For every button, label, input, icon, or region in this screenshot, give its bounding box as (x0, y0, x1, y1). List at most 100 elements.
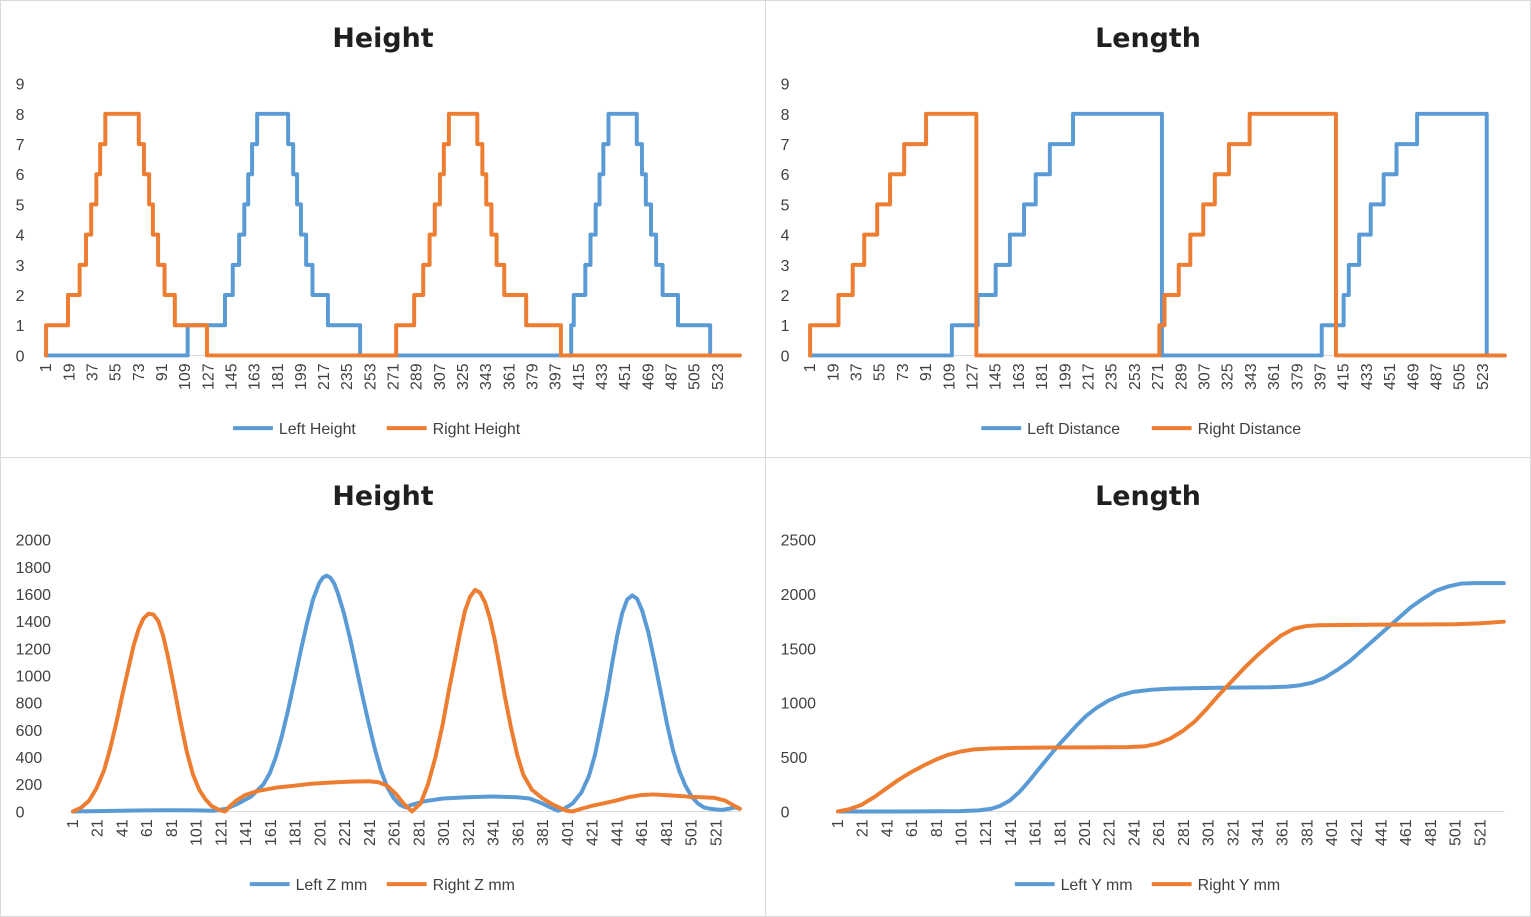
y-tick-label: 9 (781, 77, 790, 94)
legend-label: Left Y mm (1061, 877, 1133, 894)
x-tick-label: 441 (609, 819, 626, 846)
y-tick-label: 2000 (781, 587, 817, 604)
y-tick-label: 0 (781, 348, 790, 365)
x-tick-label: 199 (1057, 363, 1074, 390)
x-tick-label: 379 (525, 363, 542, 390)
y-tick-label: 2 (16, 288, 25, 305)
x-tick-label: 433 (594, 363, 611, 390)
x-tick-label: 343 (478, 363, 495, 390)
x-tick-label: 487 (1428, 363, 1445, 390)
y-tick-label: 1200 (16, 641, 52, 658)
x-tick-label: 481 (1423, 819, 1440, 846)
x-tick-label: 241 (1126, 819, 1143, 846)
x-tick-label: 361 (1275, 819, 1292, 846)
x-tick-label: 397 (548, 363, 565, 390)
x-tick-label: 307 (1196, 363, 1213, 390)
x-tick-label: 241 (362, 819, 379, 846)
x-tick-label: 505 (1452, 363, 1469, 390)
x-tick-label: 37 (849, 363, 866, 381)
y-tick-label: 5 (16, 197, 25, 214)
x-tick-label: 361 (510, 819, 527, 846)
x-tick-label: 401 (1324, 819, 1341, 846)
legend-label: Left Distance (1027, 421, 1120, 438)
legend-label: Right Z mm (433, 877, 515, 894)
chart-title: Height (332, 481, 433, 512)
x-tick-label: 145 (223, 363, 240, 390)
x-tick-label: 441 (1374, 819, 1391, 846)
chart-panel-length-steps: Length 0 1 2 3 4 5 6 7 8 9 1 19 37 55 73 91 109 127 145 163 1… (765, 0, 1531, 458)
x-tick-label: 523 (710, 363, 727, 390)
y-tick-label: 6 (16, 167, 25, 184)
legend-label: Right Y mm (1198, 877, 1281, 894)
y-tick-label: 8 (781, 107, 790, 124)
x-tick-label: 55 (108, 363, 125, 381)
y-tick-label: 500 (781, 750, 808, 767)
series-line-right (44, 111, 742, 358)
y-tick-label: 0 (781, 804, 790, 821)
x-tick-label: 91 (918, 363, 935, 381)
x-tick-label: 289 (409, 363, 426, 390)
chart-panel-height-z: Height 0 200 400 600 800 1000 1200 1400 1600 1800 2… (0, 457, 766, 917)
x-tick-label: 381 (1299, 819, 1316, 846)
y-tick-label: 4 (16, 228, 25, 245)
x-tick-label: 235 (1104, 363, 1121, 390)
x-tick-label: 361 (1266, 363, 1283, 390)
x-tick-label: 81 (164, 819, 181, 837)
series-line-right (70, 587, 742, 814)
x-tick-label: 235 (339, 363, 356, 390)
x-tick-label: 397 (1312, 363, 1329, 390)
y-tick-label: 1800 (16, 560, 52, 577)
x-tick-label: 261 (1151, 819, 1168, 846)
x-tick-label: 1 (830, 819, 847, 828)
x-tick-label: 433 (1359, 363, 1376, 390)
x-tick-label: 61 (904, 819, 921, 837)
x-tick-label: 217 (316, 363, 333, 390)
x-tick-label: 145 (988, 363, 1005, 390)
x-tick-label: 127 (964, 363, 981, 390)
legend-label: Right Distance (1198, 421, 1302, 438)
legend: Left Height Right Height (233, 421, 521, 438)
x-tick-label: 401 (560, 819, 577, 846)
chart-panel-height-steps: Height 0 1 2 3 4 5 6 7 8 9 1 19 37 55 73 91 109 127 145 163 1… (0, 0, 766, 458)
x-tick-label: 55 (872, 363, 889, 381)
x-tick-label: 253 (1127, 363, 1144, 390)
x-tick-label: 421 (585, 819, 602, 846)
x-tick-label: 91 (154, 363, 171, 381)
legend: Left Z mm Right Z mm (249, 877, 515, 894)
x-tick-label: 321 (1225, 819, 1242, 846)
y-tick-label: 2000 (16, 533, 52, 550)
x-tick-label: 523 (1475, 363, 1492, 390)
series-line-right (808, 111, 1507, 358)
y-tick-label: 1600 (16, 587, 52, 604)
x-tick-label: 501 (684, 819, 701, 846)
x-tick-label: 271 (386, 363, 403, 390)
y-tick-label: 1400 (16, 614, 52, 631)
x-tick-label: 487 (664, 363, 681, 390)
y-tick-label: 6 (781, 167, 790, 184)
y-tick-label: 7 (781, 137, 790, 154)
x-tick-label: 61 (139, 819, 156, 837)
x-tick-label: 221 (1102, 819, 1119, 846)
x-tick-label: 421 (1349, 819, 1366, 846)
x-tick-label: 301 (436, 819, 453, 846)
x-tick-label: 281 (411, 819, 428, 846)
x-tick-label: 415 (1336, 363, 1353, 390)
x-tick-label: 21 (855, 819, 872, 837)
chart-title: Length (1095, 23, 1201, 54)
x-tick-label: 469 (640, 363, 657, 390)
y-tick-label: 5 (781, 197, 790, 214)
x-tick-label: 271 (1150, 363, 1167, 390)
y-tick-label: 1000 (16, 669, 52, 686)
series-line-left (808, 111, 1507, 358)
x-tick-label: 253 (362, 363, 379, 390)
x-tick-label: 109 (941, 363, 958, 390)
x-tick-label: 481 (659, 819, 676, 846)
x-tick-label: 41 (879, 819, 896, 837)
chart-panel-length-y: Length 0 500 1000 1500 2000 2500 1 21 41 61 81 101 12… (765, 457, 1531, 917)
x-tick-label: 37 (84, 363, 101, 381)
x-tick-label: 181 (288, 819, 305, 846)
x-tick-label: 341 (486, 819, 503, 846)
x-tick-label: 73 (131, 363, 148, 381)
